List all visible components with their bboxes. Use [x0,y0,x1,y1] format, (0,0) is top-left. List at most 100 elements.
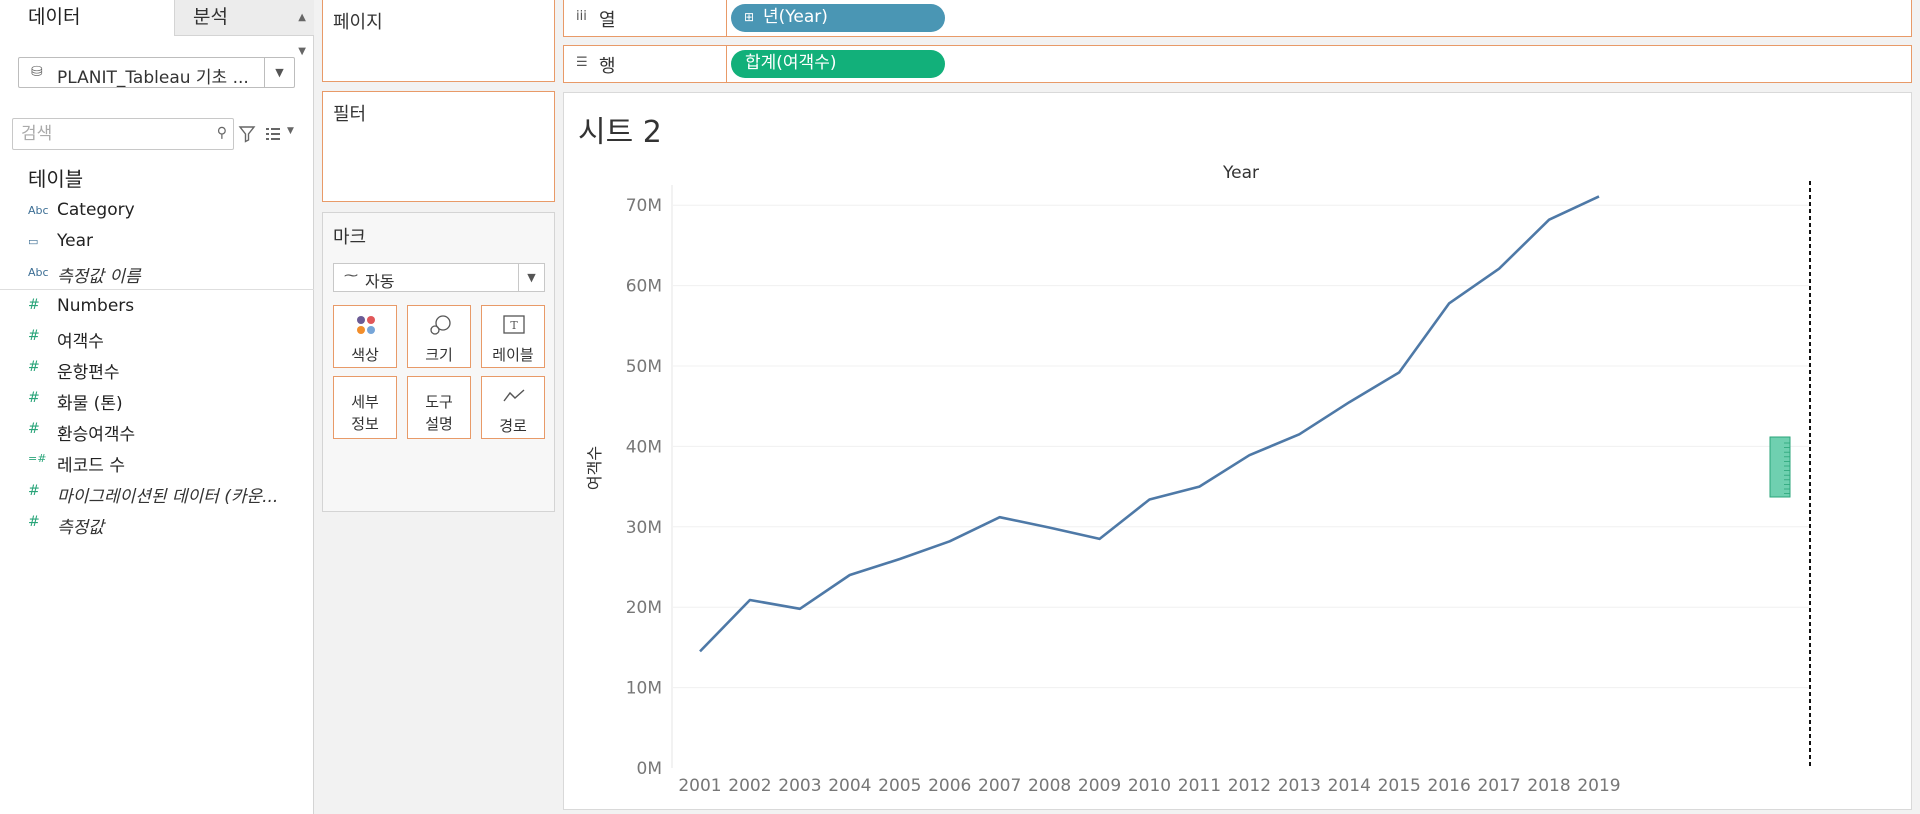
chevron-down-icon[interactable]: ▼ [518,264,544,291]
search-icon[interactable]: ⚲ [216,125,227,141]
number-type-icon: # [28,483,40,499]
x-tick-label: 2017 [1477,776,1520,796]
x-tick-label: 2005 [878,776,921,796]
field-item[interactable]: # 여객수 [0,325,314,353]
y-tick-label: 30M [626,518,662,538]
x-tick-label: 2014 [1328,776,1371,796]
detail-label-line2: 정보 [351,415,379,433]
field-item[interactable]: # 측정값 [0,511,314,539]
y-tick-label: 40M [626,437,662,457]
field-item[interactable]: Abc Category [0,198,314,226]
marks-title: 마크 [333,227,367,248]
number-type-icon: # [28,328,40,344]
x-tick-label: 2001 [678,776,721,796]
tooltip-label: 도구 설명 [408,391,470,435]
tables-heading: 테이블 [28,167,84,191]
field-label: 측정값 이름 [57,267,141,287]
x-tick-label: 2016 [1428,776,1471,796]
detail-label: 세부 정보 [334,391,396,435]
path-line-icon [503,389,525,402]
expand-plus-icon[interactable]: ⊞ [744,10,755,24]
chevron-down-icon[interactable]: ▼ [264,58,294,87]
datasource-icon: ⛁ [31,64,43,80]
x-tick-label: 2002 [728,776,771,796]
filter-icon[interactable] [238,124,256,144]
rows-icon: ☰ [576,55,588,70]
number-type-icon: # [28,297,40,313]
number-type-icon: # [28,359,40,375]
year-pill[interactable]: ⊞ 년(Year) [731,4,945,32]
field-label: Category [57,200,135,220]
x-tick-label: 2018 [1527,776,1570,796]
datasource-label: PLANIT_Tableau 기초 ... [57,68,249,88]
mark-type-label: 자동 [365,272,395,291]
detail-button[interactable]: 세부 정보 [333,376,397,439]
view-options-button[interactable]: ▼ [266,124,298,144]
columns-shelf-label: iii 열 [564,0,727,36]
field-item[interactable]: # 화물 (톤) [0,387,314,415]
field-item[interactable]: ▭ Year [0,229,314,257]
field-label: Year [57,231,93,251]
color-label: 색상 [351,346,379,364]
field-item[interactable]: # 마이그레이션된 데이터 (카운... [0,480,314,508]
x-tick-label: 2019 [1577,776,1620,796]
text-label-icon: T [503,315,525,334]
datasource-select[interactable]: ⛁ PLANIT_Tableau 기초 ... ▼ [18,57,295,88]
field-label: 측정값 [57,518,104,538]
sum-pill-label: 합계(여객수) [745,53,837,73]
rows-shelf[interactable]: ☰ 행 합계(여객수) [563,45,1912,83]
column-header: Year [1222,163,1259,183]
search-input[interactable] [21,123,201,145]
string-type-icon: Abc [28,204,49,217]
x-tick-label: 2008 [1028,776,1071,796]
pages-shelf[interactable]: 페이지 [322,0,555,82]
number-type-icon: # [28,514,40,530]
color-button[interactable]: 색상 [333,305,397,368]
path-button[interactable]: 경로 [481,376,545,439]
filters-title: 필터 [333,104,367,125]
x-tick-label: 2015 [1378,776,1421,796]
x-tick-label: 2010 [1128,776,1171,796]
pages-title: 페이지 [333,12,383,33]
y-tick-label: 10M [626,679,662,699]
worksheet: 시트 2 Year 0M 10M 20M 30M 40M 50M 60M 70M 여객수 2001 2… [563,92,1912,810]
sum-passengers-pill[interactable]: 합계(여객수) [731,50,945,78]
color-dots-icon [357,316,375,334]
x-tick-label: 2006 [928,776,971,796]
string-type-icon: Abc [28,266,49,279]
sheet-title[interactable]: 시트 2 [578,115,662,150]
size-button[interactable]: 크기 [407,305,471,368]
field-item[interactable]: =# 레코드 수 [0,449,314,477]
path-label: 경로 [499,417,527,435]
tooltip-label-line1: 도구 [425,393,453,411]
data-pane: 데이터 분석 ▲▼ ⛁ PLANIT_Tableau 기초 ... ▼ ⚲ ▼ … [0,0,314,814]
y-tick-label: 20M [626,598,662,618]
series-line [699,195,1600,653]
marks-card: 마크 ⁓ 자동 ▼ 색상 크기 T 레이블 세부 정보 도구 설 [322,212,555,512]
field-item[interactable]: # Numbers [0,294,314,322]
label-label: 레이블 [492,346,534,364]
label-button[interactable]: T 레이블 [481,305,545,368]
list-view-icon [266,128,280,140]
field-item[interactable]: # 운항편수 [0,356,314,384]
field-label: 운항편수 [57,363,120,383]
field-item[interactable]: # 환승여객수 [0,418,314,446]
size-circles-icon [430,315,451,335]
mark-type-select[interactable]: ⁓ 자동 ▼ [333,263,545,292]
x-tick-label: 2009 [1078,776,1121,796]
tab-data[interactable]: 데이터 [0,0,174,36]
calculated-measure-icon: =# [28,452,47,465]
y-tick-label: 0M [637,759,662,779]
tab-analysis[interactable]: 분석 ▲ ▼ [174,0,314,57]
divider [0,289,314,290]
x-tick-label: 2007 [978,776,1021,796]
line-chart: Year 0M 10M 20M 30M 40M 50M 60M 70M 여객수 2001 2002 20… [585,163,1811,796]
date-type-icon: ▭ [28,235,39,248]
field-item[interactable]: Abc 측정값 이름 [0,260,314,288]
search-box: ⚲ [12,118,234,150]
y-tick-label: 50M [626,357,662,377]
columns-shelf[interactable]: iii 열 ⊞ 년(Year) [563,0,1912,37]
tooltip-button[interactable]: 도구 설명 [407,376,471,439]
filters-shelf[interactable]: 필터 [322,91,555,202]
updown-arrows-icon: ▲ ▼ [298,12,306,57]
